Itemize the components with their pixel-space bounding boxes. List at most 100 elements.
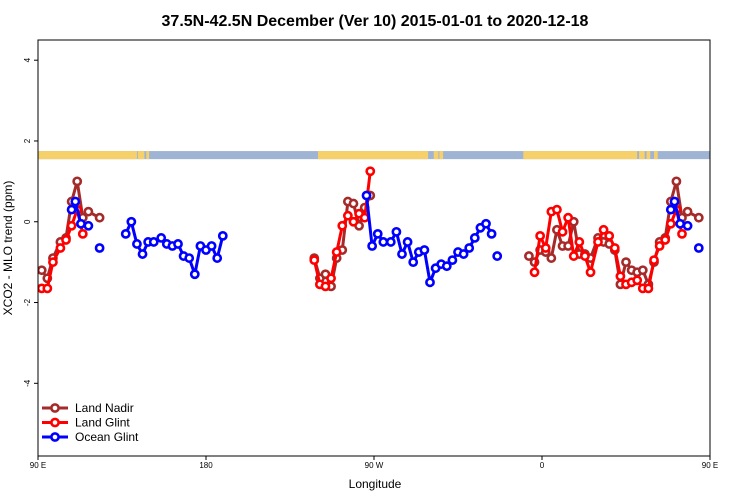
data-point [77, 228, 88, 239]
land-band [318, 151, 429, 160]
data-point [540, 243, 551, 253]
data-point [397, 249, 407, 259]
data-point [326, 273, 336, 284]
x-tick-label: 0 [540, 461, 545, 470]
data-point [348, 198, 359, 209]
land-sea-strip [38, 151, 710, 160]
data-point [419, 245, 430, 255]
data-point [546, 253, 557, 263]
data-point [94, 212, 105, 223]
land-band [146, 151, 150, 160]
data-point [76, 218, 86, 229]
data-point [212, 253, 223, 263]
data-point [492, 251, 503, 261]
data-point [61, 235, 71, 245]
land-band [137, 151, 145, 160]
land-band [646, 151, 651, 160]
data-point [593, 237, 603, 247]
y-tick-label: 0 [23, 219, 32, 224]
land-band [38, 151, 137, 160]
data-point [365, 166, 376, 177]
x-axis-label: Longitude [349, 477, 402, 491]
data-point [621, 257, 631, 268]
data-point [361, 190, 372, 201]
data-point [378, 237, 389, 247]
data-point [173, 239, 183, 249]
data-point [72, 176, 83, 187]
data-point [385, 237, 396, 247]
legend-item-land-nadir: Land Nadir [42, 401, 134, 415]
legend-label: Land Glint [75, 416, 130, 430]
data-point [574, 237, 585, 247]
data-point [682, 206, 693, 217]
data-point [529, 267, 540, 278]
data-point [604, 230, 615, 241]
y-tick-label: -2 [23, 298, 32, 306]
data-point [38, 265, 47, 276]
data-point [609, 243, 620, 253]
chart-title: 37.5N-42.5N December (Ver 10) 2015-01-01… [162, 13, 589, 30]
data-point [458, 249, 469, 259]
data-point [217, 230, 228, 241]
data-point [189, 269, 200, 280]
legend-label: Land Nadir [75, 401, 134, 415]
data-point [441, 261, 452, 272]
data-point [42, 283, 53, 294]
y-axis-label: XCO2 - MLO trend (ppm) [1, 181, 15, 316]
data-point [132, 239, 142, 249]
data-point [156, 233, 167, 243]
legend-marker [50, 403, 60, 413]
legend-item-ocean-glint: Ocean Glint [42, 430, 139, 444]
data-point [66, 220, 77, 231]
x-tick-label: 90 W [365, 461, 384, 470]
data-point [580, 251, 590, 261]
y-axis-ticks: -4 -2 0 2 4 [23, 57, 38, 387]
data-point [682, 220, 693, 231]
data-point [481, 218, 491, 229]
data-point [643, 283, 654, 294]
data-point [83, 220, 94, 231]
y-tick-label: 2 [23, 138, 32, 143]
data-point [693, 212, 704, 223]
x-tick-label: 180 [199, 461, 213, 470]
data-point [137, 249, 148, 259]
data-point [83, 206, 94, 217]
data-point [342, 210, 353, 221]
data-point [563, 212, 574, 223]
data-point [367, 241, 378, 251]
data-point [464, 243, 475, 253]
data-point [391, 226, 402, 237]
data-point [372, 228, 383, 239]
data-point [675, 218, 686, 229]
legend-item-land-glint: Land Glint [42, 416, 130, 430]
data-point [184, 253, 195, 263]
data-point [486, 228, 497, 239]
data-point [408, 257, 419, 268]
data-point [320, 281, 331, 292]
data-point [552, 204, 562, 215]
series-land-glint [38, 166, 687, 294]
data-point [632, 275, 643, 286]
data-point [66, 204, 77, 215]
x-axis-ticks: 90 E 180 90 W 0 90 E [30, 456, 718, 470]
data-point [348, 216, 359, 227]
data-point [70, 196, 81, 207]
data-point [120, 228, 131, 239]
data-point [568, 251, 579, 261]
data-point [671, 176, 682, 187]
data-point [469, 233, 480, 243]
data-point [637, 265, 648, 276]
data-point [669, 196, 680, 207]
data-point [665, 204, 676, 215]
data-point [425, 277, 435, 288]
data-point [126, 216, 137, 227]
data-point [524, 251, 534, 261]
data-point [693, 243, 704, 253]
data-point [649, 255, 659, 266]
data-point [557, 226, 568, 237]
land-band [654, 151, 658, 160]
series-layer [38, 166, 704, 294]
data-point [598, 224, 609, 235]
data-point [585, 267, 596, 278]
